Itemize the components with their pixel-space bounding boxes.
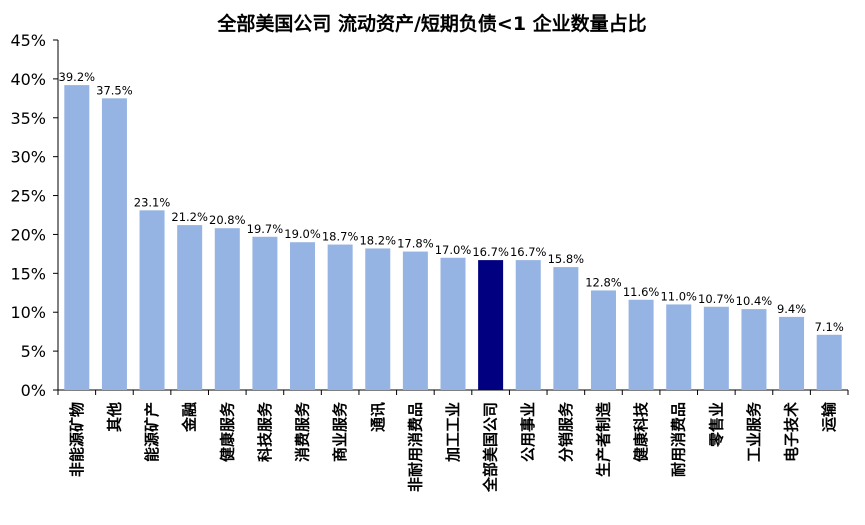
bar-12 [515,260,541,390]
y-tick-label: 20% [10,225,46,244]
y-tick-label: 40% [10,70,46,89]
bar-6 [290,242,316,390]
chart-title: 全部美国公司 流动资产/短期负债<1 企业数量占比 [216,12,646,35]
data-label-1: 37.5% [96,83,133,97]
data-label-7: 18.7% [322,230,359,244]
x-tick-label-1: 其他 [105,402,123,432]
data-label-17: 10.7% [698,292,735,306]
x-tick-label-5: 科技服务 [256,401,274,462]
x-tick-label-2: 能源矿产 [143,402,161,462]
x-tick-label-10: 加工工业 [444,402,462,463]
data-label-18: 10.4% [736,294,773,308]
bar-4 [214,228,240,390]
y-tick-label: 10% [10,303,46,322]
bar-8 [365,248,391,390]
bar-13 [553,267,579,390]
data-label-4: 20.8% [209,213,246,227]
bar-7 [327,244,353,390]
data-label-12: 16.7% [510,245,547,259]
data-label-8: 18.2% [359,233,396,247]
y-tick-label: 0% [21,381,46,400]
data-label-10: 17.0% [435,243,472,257]
x-tick-label-12: 公用事业 [519,402,537,462]
data-label-6: 19.0% [284,227,321,241]
data-label-13: 15.8% [548,252,585,266]
bar-5 [252,236,278,390]
bar-2 [139,210,165,390]
data-label-3: 21.2% [171,210,208,224]
bar-14 [590,290,616,390]
y-tick-label: 45% [10,31,46,50]
x-tick-label-17: 零售业 [707,402,725,448]
bar-0 [64,85,90,390]
bar-15 [628,299,654,390]
x-tick-label-7: 商业服务 [331,401,349,462]
x-tick-label-15: 健康科技 [632,401,650,462]
data-label-0: 39.2% [59,70,96,84]
x-tick-label-13: 分销服务 [557,401,575,462]
y-tick-label: 30% [10,148,46,167]
data-labels: 39.2%37.5% 23.1%21.2% 20.8%19.7% 19.0% 18.7%… [59,70,844,334]
x-tick-label-11: 全部美国公司 [482,402,500,493]
x-tick-label-9: 非耐用消费品 [406,402,424,492]
y-tick-label: 15% [10,264,46,283]
data-label-2: 23.1% [134,195,171,209]
x-tick-label-3: 金融 [181,402,199,433]
bar-16 [666,304,692,390]
bar-19 [779,316,805,390]
y-tick-label: 25% [10,187,46,206]
x-tick-label-0: 非能源矿物 [68,402,86,477]
data-label-14: 12.8% [585,275,622,289]
bar-3 [177,225,203,390]
bars [64,85,842,390]
data-label-15: 11.6% [623,285,660,299]
bar-18 [741,309,767,390]
data-label-19: 9.4% [777,302,806,316]
y-tick-label: 5% [21,342,46,361]
data-label-9: 17.8% [397,237,434,251]
x-tick-label-16: 耐用消费品 [670,402,688,477]
x-tick-labels: 非能源矿物 其他 能源矿产 金融 健康服务 科技服务 消费服务 商业服务 通讯 非耐用消费品 加工工… [68,401,838,493]
x-tick-label-19: 电子技术 [783,402,801,462]
bar-9 [402,251,428,390]
bar-20 [816,334,842,390]
x-tick-label-6: 消费服务 [294,401,312,462]
bar-1 [101,98,127,390]
x-tick-label-8: 通讯 [369,402,387,432]
bar-17 [703,306,729,390]
data-label-5: 19.7% [247,222,284,236]
x-tick-label-4: 健康服务 [218,401,236,462]
x-tick-label-20: 运输 [820,401,838,432]
data-label-11: 16.7% [472,245,509,259]
bar-10 [440,257,466,390]
x-tick-label-14: 生产者制造 [594,402,612,477]
x-tick-label-18: 工业服务 [745,401,763,462]
data-label-20: 7.1% [815,320,844,334]
bar-11 [478,260,504,390]
y-tick-label: 35% [10,109,46,128]
data-label-16: 11.0% [660,289,697,303]
